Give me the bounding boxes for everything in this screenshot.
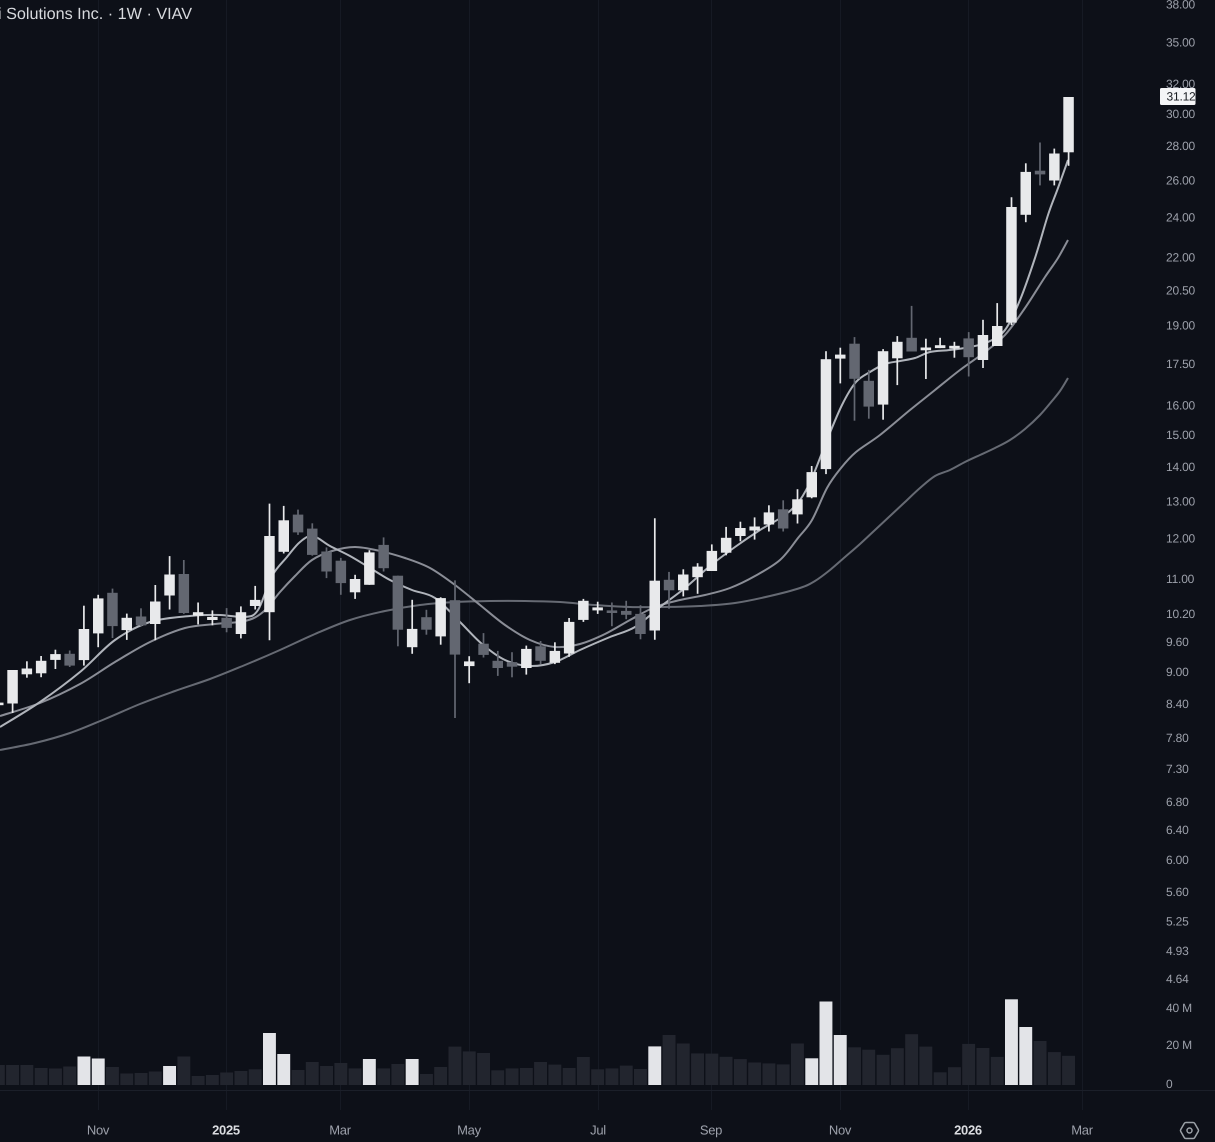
svg-text:Nov: Nov [87,1123,110,1138]
svg-text:14.00: 14.00 [1166,460,1196,474]
svg-text:i Solutions Inc. · 1W · VIAV: i Solutions Inc. · 1W · VIAV [0,5,192,23]
svg-text:Mar: Mar [329,1123,351,1138]
svg-text:40 M: 40 M [1166,1001,1192,1015]
svg-text:38.00: 38.00 [1166,0,1196,12]
svg-text:19.00: 19.00 [1166,319,1196,333]
svg-text:9.60: 9.60 [1166,635,1189,649]
svg-text:Nov: Nov [829,1123,852,1138]
svg-text:20.50: 20.50 [1166,283,1196,297]
svg-text:32.00: 32.00 [1166,77,1196,91]
svg-text:5.60: 5.60 [1166,885,1189,899]
svg-text:5.25: 5.25 [1166,915,1189,929]
svg-text:2025: 2025 [212,1123,240,1138]
svg-text:11.00: 11.00 [1166,572,1195,586]
svg-text:12.00: 12.00 [1166,532,1196,546]
svg-text:17.50: 17.50 [1166,357,1196,371]
svg-text:7.80: 7.80 [1166,731,1189,745]
svg-text:30.00: 30.00 [1166,107,1196,121]
svg-text:0: 0 [1166,1077,1173,1091]
svg-text:35.00: 35.00 [1166,36,1196,50]
svg-text:20 M: 20 M [1166,1038,1192,1052]
svg-text:24.00: 24.00 [1166,210,1196,224]
svg-text:4.64: 4.64 [1166,972,1189,986]
svg-text:13.00: 13.00 [1166,495,1196,509]
svg-text:4.93: 4.93 [1166,944,1189,958]
svg-text:May: May [457,1123,481,1138]
svg-text:6.80: 6.80 [1166,795,1189,809]
svg-text:22.00: 22.00 [1166,251,1196,265]
svg-text:Jul: Jul [590,1123,606,1138]
svg-text:26.00: 26.00 [1166,173,1196,187]
svg-text:15.00: 15.00 [1166,428,1196,442]
svg-text:2026: 2026 [954,1123,982,1138]
svg-text:10.20: 10.20 [1166,607,1196,621]
svg-text:9.00: 9.00 [1166,665,1189,679]
svg-text:8.40: 8.40 [1166,697,1189,711]
svg-text:28.00: 28.00 [1166,139,1196,153]
svg-text:Mar: Mar [1071,1123,1093,1138]
svg-text:31.12: 31.12 [1167,89,1197,103]
svg-text:16.00: 16.00 [1166,398,1196,412]
svg-text:6.40: 6.40 [1166,823,1189,837]
svg-text:6.00: 6.00 [1166,853,1189,867]
svg-text:Sep: Sep [700,1123,722,1138]
svg-text:7.30: 7.30 [1166,762,1189,776]
